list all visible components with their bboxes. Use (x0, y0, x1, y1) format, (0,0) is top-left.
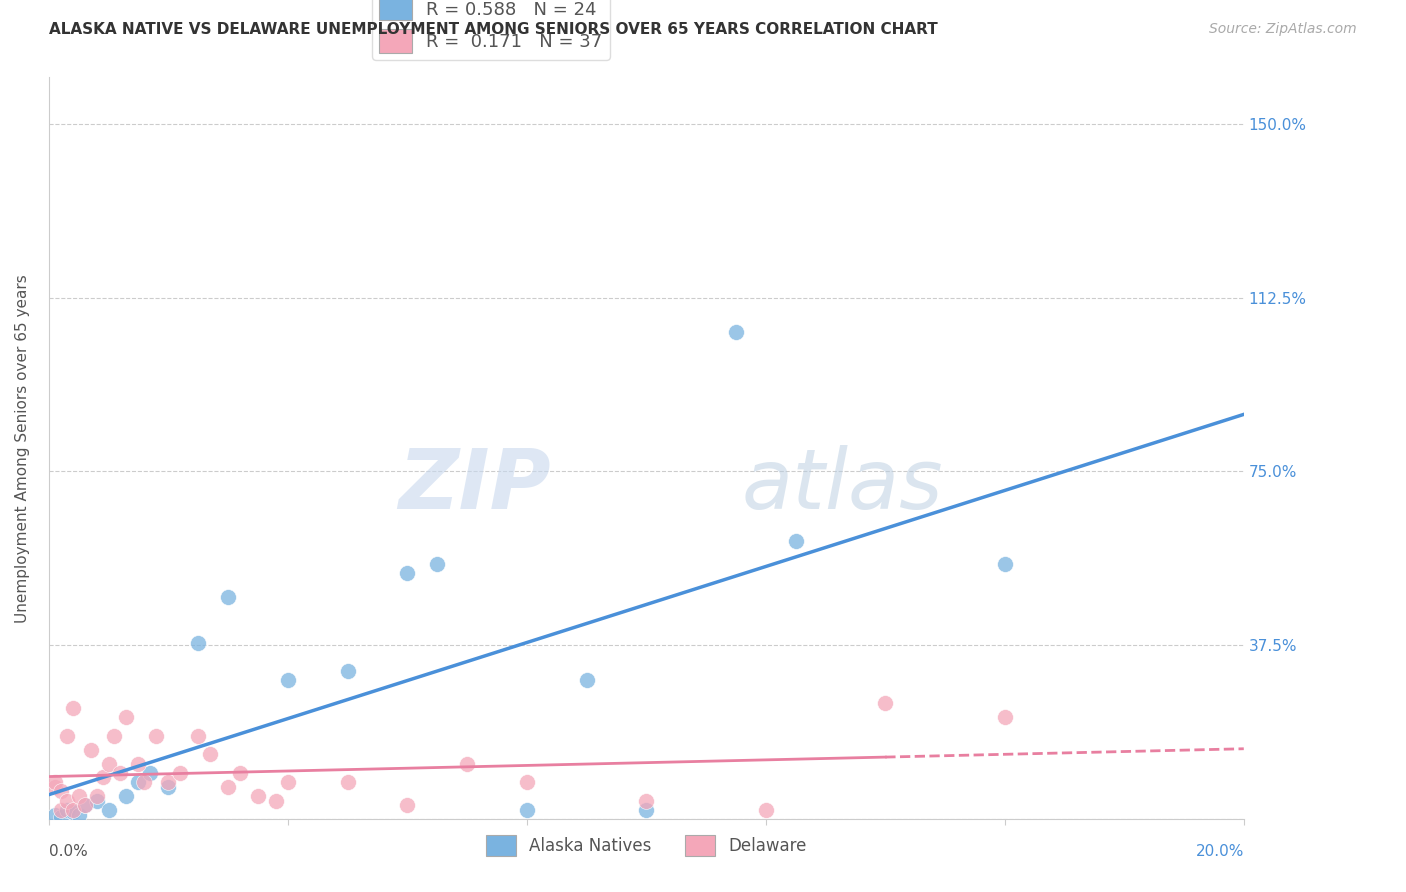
Point (86, 789, 108, 803)
Point (115, 789, 138, 803)
Point (187, 729, 209, 743)
Point (875, 696, 897, 710)
Point (336, 775, 359, 789)
Point (91, 771, 114, 785)
Point (139, 765, 162, 780)
Point (145, 729, 167, 743)
Text: atlas: atlas (742, 445, 943, 526)
Text: ALASKA NATIVE VS DELAWARE UNEMPLOYMENT AMONG SENIORS OVER 65 YEARS CORRELATION C: ALASKA NATIVE VS DELAWARE UNEMPLOYMENT A… (49, 22, 938, 37)
Point (55, 729, 77, 743)
Point (636, 803, 658, 817)
Point (187, 636, 209, 650)
Text: ZIP: ZIP (398, 445, 551, 526)
Point (636, 794, 658, 808)
Point (49, 784, 72, 798)
Point (49, 810, 72, 824)
Point (516, 775, 538, 789)
Point (67, 789, 90, 803)
Point (198, 747, 221, 762)
Point (97, 803, 120, 817)
Point (724, 326, 747, 340)
Point (115, 710, 138, 724)
Point (103, 729, 125, 743)
Point (246, 789, 269, 803)
Point (44, 807, 66, 822)
Point (97, 756, 120, 771)
Point (217, 590, 239, 604)
Point (575, 673, 598, 687)
Point (157, 780, 180, 794)
Point (994, 558, 1017, 572)
Point (49, 803, 72, 817)
Point (277, 775, 299, 789)
Point (73, 798, 96, 813)
Y-axis label: Unemployment Among Seniors over 65 years: Unemployment Among Seniors over 65 years (15, 274, 30, 623)
Point (73, 798, 96, 813)
Text: 20.0%: 20.0% (1195, 844, 1244, 859)
Point (169, 765, 191, 780)
Point (67, 807, 90, 822)
Point (134, 775, 156, 789)
Point (62, 803, 84, 817)
Point (62, 805, 84, 820)
Point (456, 756, 478, 771)
Point (785, 534, 807, 549)
Point (44, 775, 66, 789)
Point (229, 765, 252, 780)
Point (336, 664, 359, 678)
Point (62, 701, 84, 715)
Point (755, 803, 778, 817)
Point (55, 803, 77, 817)
Point (994, 710, 1017, 724)
Point (79, 742, 101, 756)
Point (55, 794, 77, 808)
Point (264, 794, 287, 808)
Point (127, 775, 149, 789)
Point (396, 798, 419, 813)
Point (157, 775, 180, 789)
Point (516, 803, 538, 817)
Point (110, 765, 132, 780)
Point (396, 566, 419, 581)
Point (217, 780, 239, 794)
Point (86, 794, 108, 808)
Text: 0.0%: 0.0% (49, 844, 87, 859)
Point (127, 756, 149, 771)
Point (426, 558, 449, 572)
Point (44, 780, 66, 794)
Point (277, 673, 299, 687)
Text: Source: ZipAtlas.com: Source: ZipAtlas.com (1209, 22, 1357, 37)
Legend: Alaska Natives, Delaware: Alaska Natives, Delaware (479, 828, 813, 863)
